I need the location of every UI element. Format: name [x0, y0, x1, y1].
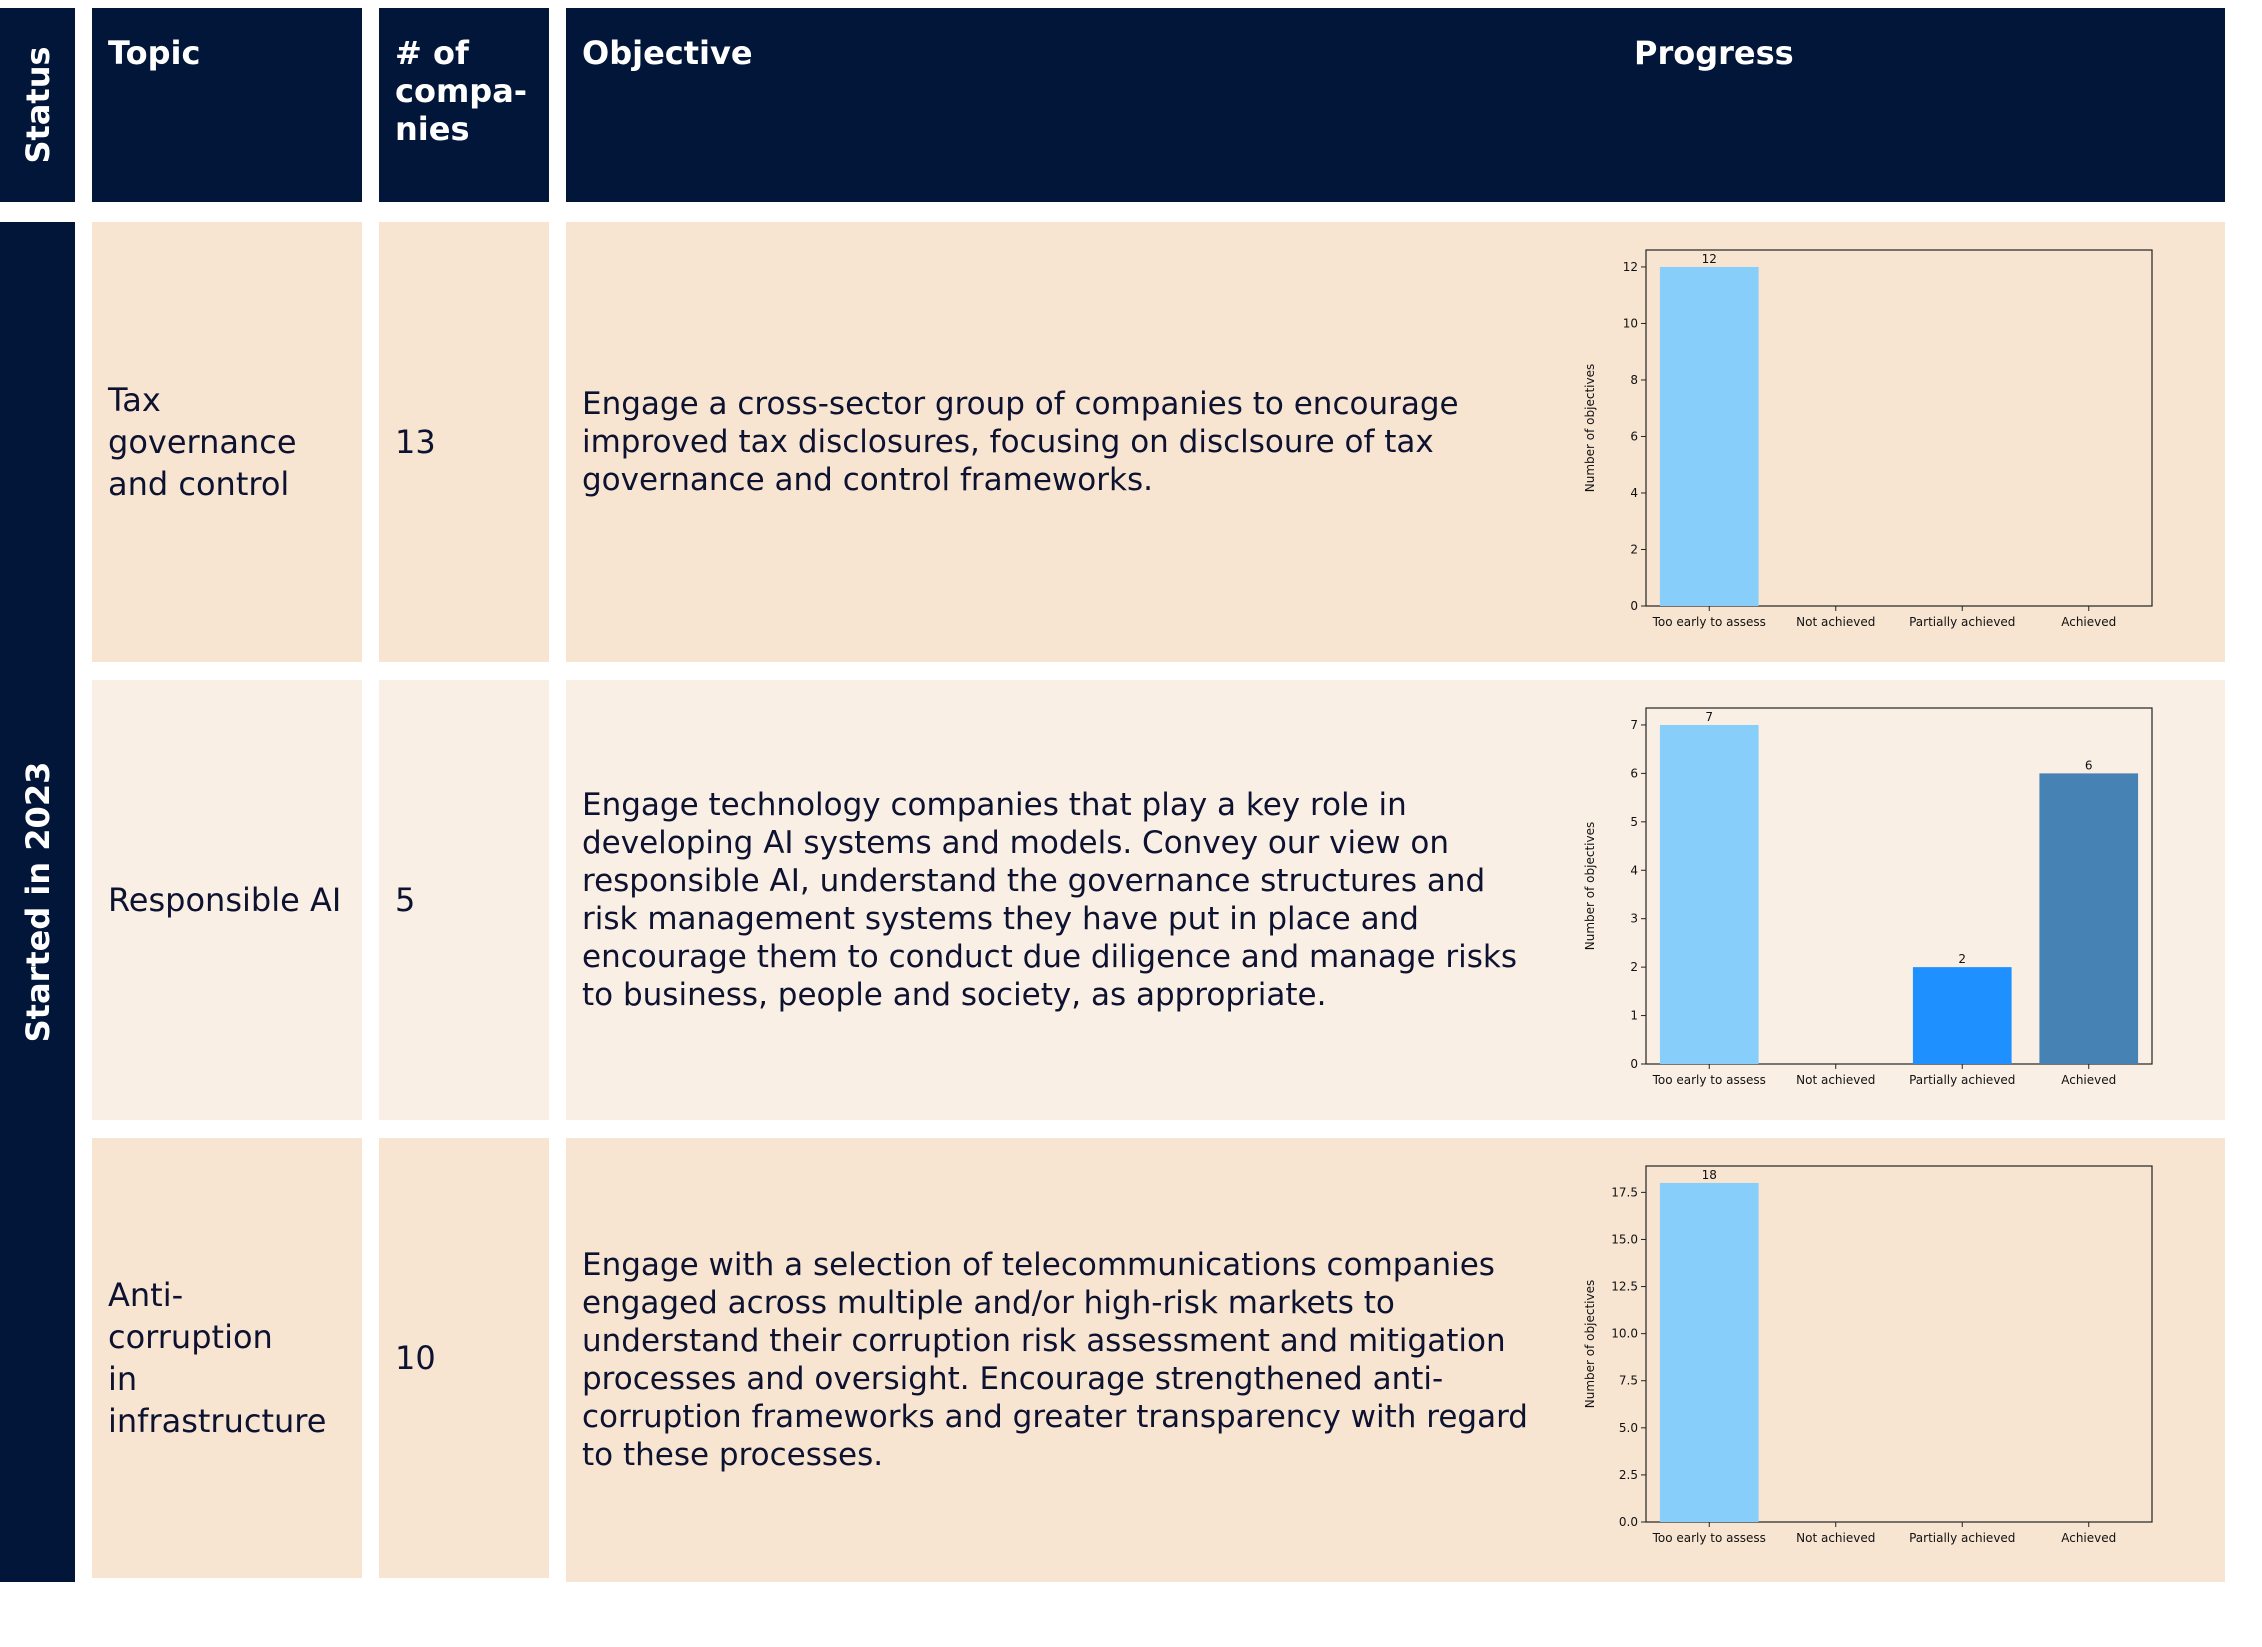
- table-row-topic: Responsible AI: [92, 680, 362, 1120]
- objective-text: Engage with a selection of telecommunica…: [582, 1247, 1528, 1473]
- y-tick-label: 5: [1630, 815, 1638, 829]
- data-label: 12: [1702, 252, 1717, 266]
- y-tick-label: 4: [1630, 863, 1638, 877]
- header-companies-line: # of: [395, 34, 469, 72]
- x-tick-label: Achieved: [2061, 1531, 2116, 1545]
- topic-line: and control: [108, 465, 290, 503]
- y-tick-label: 0: [1630, 1057, 1638, 1071]
- table-row-objective: Engage with a selection of telecommunica…: [566, 1138, 2225, 1582]
- header-topic-cell: Topic: [92, 8, 362, 202]
- y-tick-label: 6: [1630, 429, 1638, 443]
- objective-text: Engage a cross-sector group of companies…: [582, 386, 1459, 498]
- y-tick-label: 0.0: [1619, 1515, 1638, 1529]
- y-tick-label: 8: [1630, 373, 1638, 387]
- data-label: 2: [1958, 952, 1966, 966]
- companies-count: 5: [395, 881, 416, 919]
- table-row-companies: 5: [379, 680, 549, 1120]
- objective-text-cell: Engage with a selection of telecommunica…: [566, 1138, 1546, 1582]
- header-status-cell: Status: [0, 8, 75, 202]
- y-tick-label: 0: [1630, 599, 1638, 613]
- y-tick-label: 10.0: [1611, 1327, 1638, 1341]
- x-tick-label: Not achieved: [1796, 1073, 1875, 1087]
- table-row-topic: Anti-corruption in infrastructure: [92, 1138, 362, 1578]
- x-tick-label: Partially achieved: [1909, 1073, 2015, 1087]
- y-tick-label: 1: [1630, 1009, 1638, 1023]
- y-tick-label: 12.5: [1611, 1280, 1638, 1294]
- y-axis-label: Number of objectives: [1583, 364, 1597, 492]
- status-group-cell: Started in 2023: [0, 222, 75, 1582]
- objective-text-cell: Engage technology companies that play a …: [566, 680, 1546, 1120]
- bar: [2039, 773, 2139, 1064]
- x-tick-label: Too early to assess: [1652, 1073, 1766, 1087]
- bar: [1912, 967, 2012, 1064]
- y-tick-label: 2.5: [1619, 1468, 1638, 1482]
- topic-line: Responsible AI: [108, 881, 342, 919]
- y-axis-label: Number of objectives: [1583, 822, 1597, 950]
- header-objective-cell: Objective Progress: [566, 8, 2225, 202]
- topic-line: Tax governance: [108, 381, 297, 461]
- header-topic: Topic: [108, 34, 201, 72]
- x-tick-label: Partially achieved: [1909, 615, 2015, 629]
- bar: [1659, 266, 1759, 606]
- x-tick-label: Achieved: [2061, 1073, 2116, 1087]
- progress-chart: 0 1 2 3 4 5 6 7 Number of objectives Too early to…: [1583, 707, 2153, 1087]
- y-tick-label: 2: [1630, 542, 1638, 556]
- header-status: Status: [18, 46, 57, 164]
- y-tick-label: 15.0: [1611, 1232, 1638, 1246]
- status-group-label: Started in 2023: [18, 761, 57, 1043]
- x-tick-label: Too early to assess: [1652, 1531, 1766, 1545]
- x-tick-label: Not achieved: [1796, 615, 1875, 629]
- companies-count: 13: [395, 423, 436, 461]
- topic-line: Anti-corruption: [108, 1276, 273, 1356]
- x-tick-label: Partially achieved: [1909, 1531, 2015, 1545]
- y-tick-label: 12: [1623, 260, 1638, 274]
- bar: [1659, 724, 1759, 1064]
- table-row-objective: Engage technology companies that play a …: [566, 680, 2225, 1120]
- y-tick-label: 17.5: [1611, 1185, 1638, 1199]
- y-tick-label: 5.0: [1619, 1421, 1638, 1435]
- data-label: 18: [1702, 1168, 1717, 1182]
- table-row-companies: 10: [379, 1138, 549, 1578]
- x-tick-label: Achieved: [2061, 615, 2116, 629]
- table-row-topic: Tax governance and control: [92, 222, 362, 662]
- y-tick-label: 2: [1630, 960, 1638, 974]
- data-label: 7: [1705, 710, 1713, 724]
- progress-chart: 0.0 2.5 5.0 7.5 10.0 12.5 15.0 17.5 Number of ob…: [1583, 1165, 2153, 1545]
- header-companies-line: compa-: [395, 72, 528, 110]
- progress-chart: 0 2 4 6 8 10 12 Number of objectives Too early t…: [1583, 249, 2153, 629]
- y-tick-label: 7: [1630, 718, 1638, 732]
- header-progress: Progress: [1634, 34, 1794, 72]
- y-tick-label: 6: [1630, 766, 1638, 780]
- data-label: 6: [2085, 758, 2093, 772]
- plot-frame: [1645, 249, 2153, 607]
- y-tick-label: 4: [1630, 486, 1638, 500]
- table-row-objective: Engage a cross-sector group of companies…: [566, 222, 2225, 662]
- topic-line: in infrastructure: [108, 1360, 327, 1440]
- header-objective: Objective: [582, 34, 753, 72]
- header-companies-line: nies: [395, 110, 470, 148]
- objective-text: Engage technology companies that play a …: [582, 787, 1518, 1013]
- objective-text-cell: Engage a cross-sector group of companies…: [566, 222, 1546, 662]
- table-row-companies: 13: [379, 222, 549, 662]
- companies-count: 10: [395, 1339, 436, 1377]
- x-tick-label: Not achieved: [1796, 1531, 1875, 1545]
- x-tick-label: Too early to assess: [1652, 615, 1766, 629]
- plot-frame: [1645, 1165, 2153, 1523]
- y-axis-label: Number of objectives: [1583, 1280, 1597, 1408]
- header-companies-cell: # of compa- nies: [379, 8, 549, 202]
- plot-frame: [1645, 707, 2153, 1065]
- y-tick-label: 3: [1630, 912, 1638, 926]
- y-tick-label: 7.5: [1619, 1374, 1638, 1388]
- y-tick-label: 10: [1623, 316, 1638, 330]
- bar: [1659, 1182, 1759, 1522]
